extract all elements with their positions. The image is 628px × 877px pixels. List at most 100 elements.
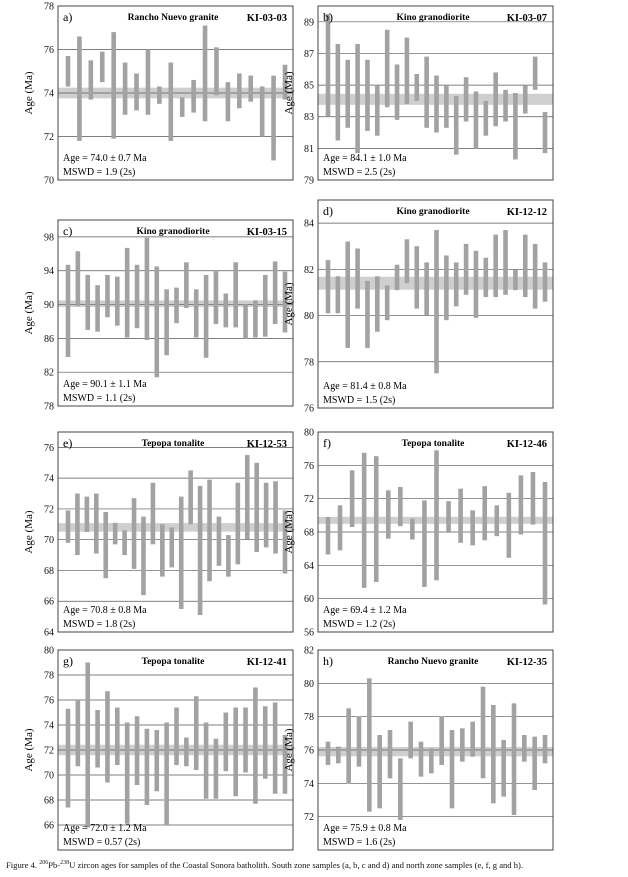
age-error-bar [272,702,278,794]
age-result: Age = 75.9 ± 0.8 Ma [323,823,407,834]
plot-frame [57,431,294,633]
y-tick-label: 56 [304,628,314,639]
age-error-bar [453,262,459,307]
mswd-result: MSWD = 1.9 (2s) [63,167,135,178]
age-error-bar [75,700,81,767]
y-tick-label: 64 [304,561,314,572]
plot-frame [57,5,294,181]
age-error-bar [444,255,449,321]
age-error-bar [345,59,351,128]
age-error-bar [356,716,362,767]
y-axis-label: Age (Ma) [23,728,35,771]
y-tick-label: 82 [44,368,54,379]
age-error-bar [105,274,110,318]
age-error-bar [463,243,469,295]
sample-id: KI-12-53 [247,439,287,450]
sample-id: KI-12-46 [507,439,547,450]
age-error-bar [124,722,130,824]
age-error-bar [174,707,179,765]
panel-title: Tepopa tonalite [142,657,205,667]
age-error-bar [394,264,400,291]
plot-frame [317,649,554,851]
age-error-bar [429,748,434,774]
age-error-bar [483,100,489,136]
mswd-result: MSWD = 1.8 (2s) [63,619,135,630]
y-tick-label: 76 [304,746,314,757]
age-error-bar [449,730,455,809]
age-error-bar [282,735,288,794]
age-error-bar [95,710,100,768]
age-error-bar [65,56,71,87]
age-error-bar [453,96,459,155]
age-error-bar [385,490,391,539]
y-tick-label: 76 [44,45,54,56]
age-error-bar [424,262,429,316]
age-error-bar [493,234,498,298]
age-error-bar [482,486,488,541]
mswd-result: MSWD = 1.1 (2s) [63,393,135,404]
mean-age-band [318,747,553,757]
age-error-bar [233,707,238,797]
sample-id: KI-03-03 [247,13,287,24]
age-error-bar [522,735,527,762]
age-error-bar [532,243,538,309]
sample-id: KI-03-15 [247,227,287,238]
age-error-bar [122,530,127,556]
age-panel: 64 66 68 70 72 74 76 e) Tepopa tonalite KI-12-53 A… [23,431,294,639]
age-panel: 66 68 70 72 74 76 78 80 g) Tepopa tonalite KI-12-4… [23,646,294,851]
y-tick-label: 87 [304,49,314,60]
age-error-bar [513,93,518,160]
panel-letter: c) [63,224,72,238]
y-axis-label: Age (Ma) [23,291,35,334]
mswd-result: MSWD = 1.5 (2s) [323,395,395,406]
y-tick-label: 78 [44,2,54,13]
age-error-bar [282,271,288,333]
age-error-bar [282,510,288,574]
age-error-bar [115,276,120,326]
age-panel: 76 78 80 82 84 d) Kino granodiorite KI-12-12 Age… [283,199,554,415]
age-error-bar [197,485,203,616]
age-error-bar [203,274,209,358]
age-error-bar [263,482,269,548]
panel-title: Kino granodiorite [396,13,469,23]
y-tick-label: 82 [304,265,314,276]
sample-id: KI-12-35 [507,657,547,668]
y-tick-label: 78 [44,402,54,413]
age-error-bar [473,250,479,318]
y-axis-label: Age (Ma) [283,510,295,553]
y-tick-label: 81 [304,144,314,155]
age-error-bar [470,721,475,757]
age-error-bar [494,505,500,537]
sample-id: KI-12-12 [507,207,547,218]
y-tick-label: 98 [44,232,54,243]
age-error-bar [84,496,90,532]
age-error-bar [124,247,130,338]
plot-frame [317,431,554,633]
age-error-bar [434,230,439,374]
age-error-bar [184,737,189,767]
y-tick-label: 72 [44,746,54,757]
y-tick-label: 79 [304,176,314,187]
age-error-bar [337,505,343,551]
y-tick-label: 74 [44,474,54,485]
age-error-bar [349,470,355,527]
age-error-bar [522,234,528,298]
age-error-bar [377,735,382,809]
age-error-bar [253,300,258,338]
y-tick-label: 72 [304,812,314,823]
y-tick-label: 66 [44,821,54,832]
y-tick-label: 84 [304,219,314,230]
age-error-bar [271,75,276,161]
age-result: Age = 81.4 ± 0.8 Ma [323,381,407,392]
panel-letter: g) [63,654,73,668]
age-result: Age = 72.0 ± 1.2 Ma [63,823,147,834]
age-error-bar [361,452,367,588]
age-error-bar [404,239,410,284]
age-error-bar [491,705,496,804]
age-error-bar [434,75,439,133]
y-tick-label: 78 [304,357,314,368]
age-error-bar [346,708,351,784]
age-error-bar [470,510,475,546]
age-error-bar [460,728,465,762]
age-error-bar [223,712,229,772]
